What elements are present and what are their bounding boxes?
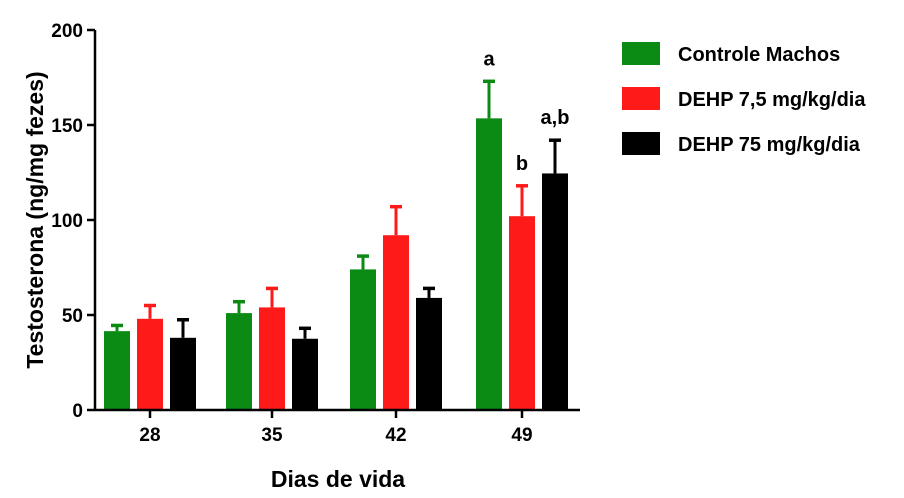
x-tick-label-35: 35 bbox=[261, 425, 283, 446]
y-tick-label-200: 200 bbox=[51, 21, 83, 42]
bar-3-28 bbox=[170, 337, 196, 410]
bar-1-42 bbox=[350, 269, 376, 410]
bar-3-42 bbox=[416, 297, 442, 410]
x-tick-label-42: 42 bbox=[385, 425, 406, 446]
bar-1-49 bbox=[476, 118, 502, 410]
y-axis-title: Testosterona (ng/mg fezes) bbox=[22, 71, 48, 368]
bar-3-49 bbox=[542, 173, 568, 410]
significance-annotations: a b a,b bbox=[483, 48, 569, 175]
legend-label-3: DEHP 75 mg/kg/dia bbox=[678, 134, 861, 156]
x-tick-label-28: 28 bbox=[139, 425, 160, 446]
legend-swatch-2 bbox=[622, 87, 660, 110]
bar-2-35 bbox=[259, 307, 285, 410]
annotation-3-49: a,b bbox=[541, 107, 570, 129]
bar-2-49 bbox=[509, 216, 535, 410]
legend-swatch-3 bbox=[622, 132, 660, 155]
x-tick-label-49: 49 bbox=[511, 425, 532, 446]
legend-swatch-1 bbox=[622, 42, 660, 65]
bar-1-28 bbox=[104, 331, 130, 410]
bar-3-35 bbox=[292, 338, 318, 410]
x-ticks: 28 35 42 49 bbox=[139, 410, 533, 446]
error-bars-layer bbox=[111, 79, 561, 339]
bars-layer bbox=[104, 118, 568, 410]
y-tick-label-100: 100 bbox=[51, 211, 83, 232]
legend: Controle Machos DEHP 7,5 mg/kg/dia DEHP 75… bbox=[622, 42, 866, 156]
y-tick-label-150: 150 bbox=[51, 116, 83, 137]
y-tick-label-0: 0 bbox=[72, 401, 83, 422]
y-ticks: 0 50 100 150 200 bbox=[51, 21, 95, 422]
y-tick-label-50: 50 bbox=[62, 306, 83, 327]
annotation-1-49: a bbox=[483, 48, 495, 70]
bar-2-42 bbox=[383, 235, 409, 410]
bar-2-28 bbox=[137, 318, 163, 410]
x-axis-title: Dias de vida bbox=[271, 466, 405, 492]
legend-label-1: Controle Machos bbox=[678, 44, 840, 66]
legend-label-2: DEHP 7,5 mg/kg/dia bbox=[678, 89, 866, 111]
axes bbox=[93, 30, 580, 412]
annotation-2-49: b bbox=[516, 153, 528, 175]
bar-1-35 bbox=[226, 313, 252, 410]
